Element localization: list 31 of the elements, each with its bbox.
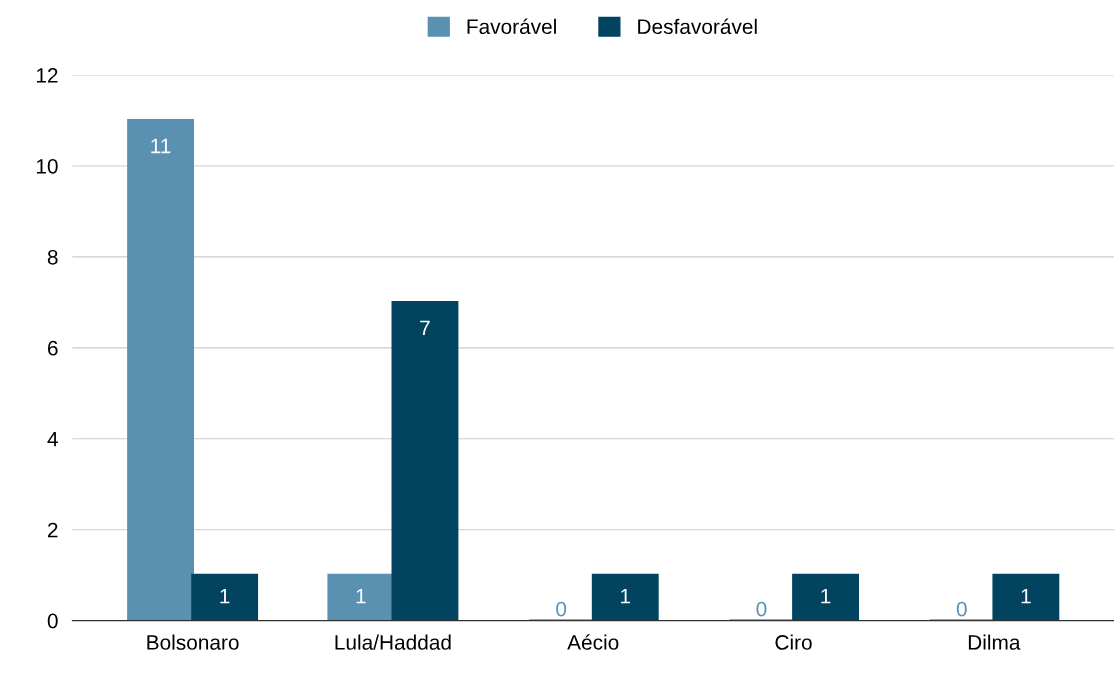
- bar: [391, 300, 459, 621]
- legend-label: Favorável: [467, 18, 556, 35]
- bar: [792, 573, 859, 621]
- y-tick-label: 6: [47, 340, 58, 356]
- data-label: 1: [621, 588, 631, 604]
- bar: [591, 573, 659, 621]
- x-tick-label: Aécio: [567, 634, 619, 650]
- data-label: 1: [356, 588, 366, 604]
- data-label: 1: [821, 588, 831, 604]
- data-label: 1: [1021, 588, 1031, 604]
- data-label: 1: [220, 588, 230, 604]
- x-tick-label: Bolsonaro: [147, 634, 239, 650]
- y-tick-label: 8: [47, 249, 58, 265]
- y-tick-label: 2: [47, 522, 58, 538]
- y-tick-label: 0: [47, 613, 58, 629]
- legend-label: Desfavorável: [638, 18, 757, 35]
- bar: [127, 119, 194, 621]
- data-label: 0: [756, 601, 767, 617]
- data-label: 0: [956, 601, 967, 617]
- bar: [327, 573, 395, 621]
- y-tick-label: 12: [36, 68, 58, 83]
- x-tick-label: Dilma: [968, 634, 1021, 650]
- data-label: 0: [556, 601, 567, 617]
- data-label: 11: [151, 138, 171, 154]
- y-tick-label: 10: [36, 158, 58, 174]
- bar: [191, 573, 259, 621]
- data-label: 7: [420, 320, 430, 336]
- bar: [992, 573, 1060, 621]
- x-tick-label: Lula/Haddad: [335, 634, 451, 650]
- y-tick-label: 4: [47, 431, 58, 447]
- x-tick-label: Ciro: [775, 634, 812, 650]
